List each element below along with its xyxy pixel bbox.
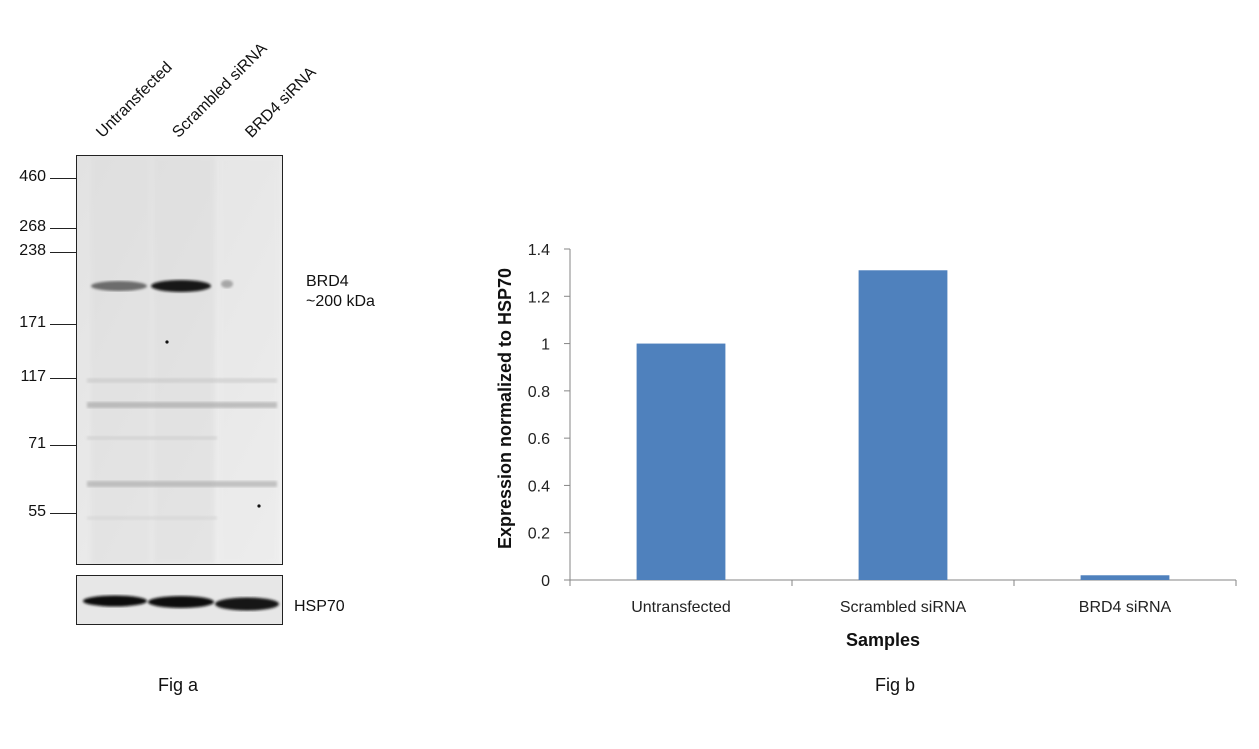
x-tick-label: Untransfected — [631, 599, 731, 616]
bar-chart-svg: 0 0.2 0.4 0.6 0.8 1 1.2 1.4 Untransfected Scrambl… — [495, 242, 1237, 650]
marker-tick — [50, 252, 76, 253]
hsp70-blot-image — [76, 575, 283, 625]
bar-brd4-sirna — [1080, 575, 1170, 580]
brd4-target-size: ~200 kDa — [306, 293, 375, 310]
marker-tick — [50, 378, 76, 379]
fig-a-caption: Fig a — [158, 675, 199, 695]
marker-460: 460 — [19, 168, 46, 185]
marker-268: 268 — [19, 218, 46, 235]
hsp70-bands — [77, 576, 282, 624]
brd4-target-name: BRD4 — [306, 273, 349, 290]
y-tick-label: 0.2 — [528, 526, 550, 543]
chart-labels: 0 0.2 0.4 0.6 0.8 1 1.2 1.4 Untransfected Scrambl… — [495, 242, 1172, 650]
fig-b-caption: Fig b — [875, 675, 916, 695]
blot-bands — [77, 156, 282, 564]
marker-tick — [50, 445, 76, 446]
y-tick-label: 1.4 — [528, 242, 550, 259]
lane-label-untransfected: Untransfected — [93, 58, 176, 142]
western-blot-panel: Untransfected Scrambled siRNA BRD4 siRNA… — [0, 0, 470, 744]
marker-tick — [50, 228, 76, 229]
x-axis-title: Samples — [846, 630, 920, 650]
marker-71: 71 — [28, 435, 46, 452]
y-tick-label: 1.2 — [528, 289, 550, 306]
marker-tick — [50, 178, 76, 179]
y-tick-label: 0.4 — [528, 478, 550, 495]
marker-117: 117 — [20, 368, 46, 385]
marker-tick — [50, 324, 76, 325]
brd4-blot-image — [76, 155, 283, 565]
lane-label-brd4-sirna: BRD4 siRNA — [242, 63, 320, 142]
bar-scrambled-sirna — [858, 270, 948, 580]
brd4-label: BRD4 ~200 kDa — [306, 272, 375, 312]
chart-bars — [636, 270, 1170, 580]
bar-untransfected — [636, 343, 726, 580]
expression-bar-chart: 0 0.2 0.4 0.6 0.8 1 1.2 1.4 Untransfected Scrambl… — [470, 0, 1259, 744]
marker-238: 238 — [19, 242, 46, 259]
y-tick-label: 1 — [541, 337, 550, 354]
y-tick-label: 0.6 — [528, 431, 550, 448]
y-tick-label: 0 — [541, 573, 550, 590]
x-tick-label: BRD4 siRNA — [1079, 599, 1172, 616]
y-axis-title: Expression normalized to HSP70 — [495, 268, 515, 549]
x-tick-label: Scrambled siRNA — [840, 599, 967, 616]
marker-171: 171 — [19, 314, 46, 331]
marker-55: 55 — [28, 503, 46, 520]
y-tick-label: 0.8 — [528, 384, 550, 401]
hsp70-label: HSP70 — [294, 598, 345, 615]
marker-tick — [50, 513, 76, 514]
